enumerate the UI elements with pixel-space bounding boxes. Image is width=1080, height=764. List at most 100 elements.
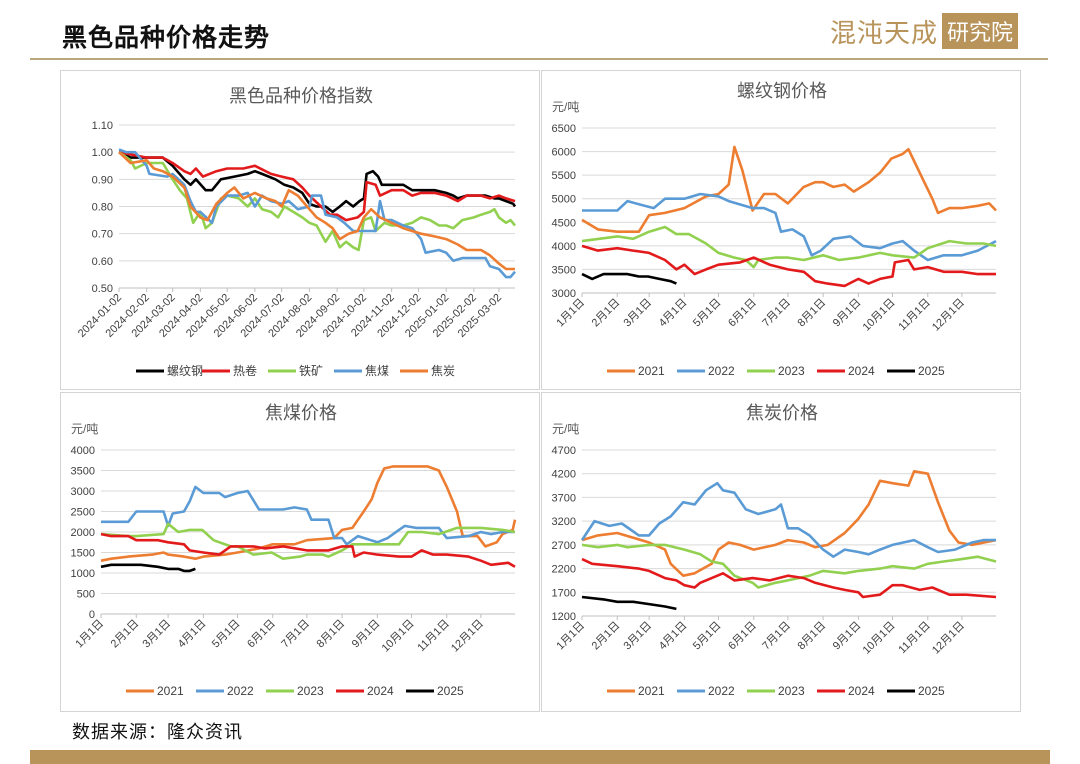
x-tick-label: 6月1日: [726, 297, 759, 330]
y-tick-label: 2500: [71, 507, 95, 519]
legend-label: 2021: [638, 684, 665, 698]
y-tick-label: 3700: [552, 492, 576, 504]
legend-label: 2021: [638, 364, 665, 378]
x-tick-label: 11月1日: [896, 297, 932, 333]
legend-item: 2021: [607, 684, 665, 698]
legend-label: 铁矿: [299, 364, 323, 378]
y-tick-label: 4000: [552, 241, 576, 253]
series-line-2025: [581, 272, 677, 285]
legend-item: 铁矿: [268, 364, 323, 378]
series-line-2022: [580, 481, 996, 558]
legend-label: 2025: [918, 364, 945, 378]
legend-label: 2024: [367, 684, 394, 698]
series-line-2023: [581, 225, 997, 269]
series-line-2024: [581, 557, 997, 599]
logo: 混沌天成 研究院: [830, 13, 1019, 49]
chart-panel-rebar: 螺纹钢价格 元/吨 3000 3500 4000 4500 5000 5500 6000 6500…: [541, 70, 1021, 390]
y-tick-label: 4700: [552, 445, 576, 457]
header-divider: [30, 58, 1048, 60]
x-tick-label: 2月1日: [590, 297, 623, 330]
y-tick-label: 1.00: [92, 147, 113, 159]
y-tick-label: 2700: [552, 540, 576, 552]
legend-item: 2025: [887, 684, 945, 698]
chart-panel-coke: 焦炭价格 元/吨 1200 1700 2200 2700 3200 3700 4200 4700 1…: [541, 392, 1021, 712]
legend-label: 焦煤: [365, 364, 389, 378]
x-tick-label: 7月1日: [279, 618, 312, 651]
series-line-2023: [100, 522, 516, 560]
y-tick-label: 5500: [552, 170, 576, 182]
logo-text-main: 混沌天成: [830, 18, 939, 49]
data-source-note: 数据来源：隆众资讯: [72, 722, 243, 743]
legend-item: 2024: [817, 364, 875, 378]
y-tick-label: 6500: [552, 123, 576, 135]
legend-label: 2022: [708, 684, 735, 698]
x-tick-label: 6月1日: [726, 620, 759, 653]
y-tick-label: 3000: [71, 486, 95, 498]
legend-item: 2021: [126, 684, 184, 698]
x-tick-label: 10月1日: [861, 620, 898, 657]
x-tick-label: 12月1日: [930, 297, 967, 334]
legend-label: 螺纹钢: [167, 364, 203, 378]
legend-item: 2025: [406, 684, 464, 698]
legend-label: 2025: [918, 684, 945, 698]
y-tick-label: 3000: [552, 288, 576, 300]
series-line-2021: [581, 145, 997, 233]
legend-label: 2025: [437, 684, 464, 698]
legend-label: 2023: [778, 364, 805, 378]
x-tick-label: 7月1日: [760, 620, 793, 653]
legend-item: 焦炭: [400, 364, 455, 378]
y-tick-label: 0.60: [92, 256, 113, 268]
legend-item: 2022: [196, 684, 254, 698]
series-line-铁矿: [118, 151, 516, 252]
logo-text-box: 研究院: [942, 13, 1019, 49]
x-tick-label: 3月1日: [622, 620, 655, 653]
series-line-2024: [581, 244, 996, 288]
legend-label: 热卷: [233, 363, 257, 378]
y-tick-label: 0.80: [92, 202, 113, 214]
x-tick-label: 8月1日: [315, 618, 348, 651]
legend-item: 2021: [607, 364, 665, 378]
legend-label: 2021: [157, 684, 184, 698]
x-tick-label: 4月1日: [657, 620, 690, 653]
legend-label: 2023: [297, 684, 324, 698]
y-tick-label: 0.50: [92, 283, 113, 295]
series-line-2022: [582, 192, 997, 262]
y-tick-label: 1700: [552, 587, 576, 599]
x-tick-label: 1月1日: [554, 620, 587, 653]
legend-item: 2023: [747, 364, 805, 378]
legend-item: 2024: [336, 684, 394, 698]
series-line-2022: [101, 485, 515, 546]
chart-title: 焦煤价格: [265, 403, 337, 423]
legend-label: 2024: [848, 364, 875, 378]
series-line-焦煤: [118, 148, 516, 279]
y-tick-label: 1000: [71, 568, 95, 580]
x-tick-label: 2月1日: [590, 620, 623, 653]
series-line-2021: [581, 470, 997, 577]
legend-item: 2023: [747, 684, 805, 698]
series-line-热卷: [118, 150, 516, 222]
x-tick-label: 8月1日: [796, 297, 829, 330]
y-tick-label: 5000: [552, 194, 576, 206]
legend-label: 焦炭: [431, 364, 455, 378]
y-tick-label: 0: [89, 609, 95, 621]
chart-title: 螺纹钢价格: [737, 81, 827, 101]
chart-title: 焦炭价格: [746, 403, 818, 423]
y-tick-label: 1200: [552, 611, 576, 623]
x-tick-label: 8月1日: [796, 620, 829, 653]
y-tick-label: 2200: [552, 564, 576, 576]
y-axis-unit: 元/吨: [71, 422, 98, 436]
x-tick-label: 4月1日: [176, 618, 209, 651]
x-tick-label: 7月1日: [760, 297, 793, 330]
legend-label: 2023: [778, 684, 805, 698]
y-tick-label: 0.90: [92, 174, 113, 186]
x-tick-label: 1月1日: [554, 297, 587, 330]
y-tick-label: 4000: [71, 445, 95, 457]
x-tick-label: 3月1日: [622, 297, 655, 330]
x-tick-label: 9月1日: [350, 618, 383, 651]
footer-bar: [30, 750, 1050, 764]
legend-item: 2023: [266, 684, 324, 698]
x-tick-label: 4月1日: [657, 297, 690, 330]
series-line-螺纹钢: [118, 151, 517, 214]
y-tick-label: 1.10: [92, 120, 113, 132]
